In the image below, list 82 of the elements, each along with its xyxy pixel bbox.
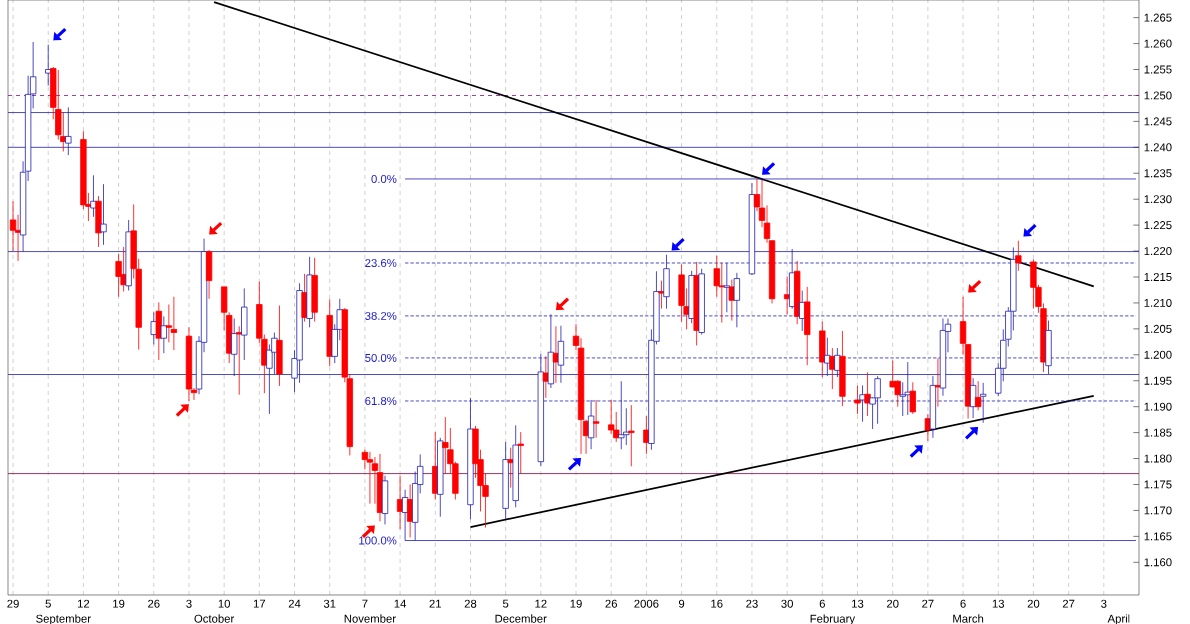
x-tick-label: 26 <box>605 599 618 608</box>
x-tick-label: 28 <box>464 599 477 608</box>
candlestick <box>592 399 600 439</box>
x-tick-label: 9 <box>678 599 685 608</box>
y-tick-label: 1.220 <box>1144 247 1172 256</box>
candlestick <box>854 385 861 415</box>
x-tick-label: 21 <box>429 599 442 608</box>
x-tick-label: 20 <box>1027 599 1040 608</box>
x-tick-label: 31 <box>323 599 336 608</box>
x-tick-label: 30 <box>781 599 793 608</box>
annotation: 38.2% <box>365 311 397 320</box>
candlestick <box>160 316 167 354</box>
y-tick-label: 1.195 <box>1144 376 1172 385</box>
x-tick-label: 13 <box>992 599 1005 608</box>
candlestick <box>974 380 982 411</box>
x-tick-label: 6 <box>819 599 825 608</box>
y-tick-label: 1.165 <box>1144 532 1172 541</box>
x-tick-label: 2006 <box>634 599 659 608</box>
x-tick-label: 5 <box>45 599 51 608</box>
y-tick-label: 1.185 <box>1144 428 1172 437</box>
x-tick-label: 3 <box>186 599 192 608</box>
candlestick <box>934 358 942 408</box>
x-tick-label: 19 <box>570 599 582 608</box>
candlestick <box>236 325 243 396</box>
annotation: 23.6% <box>365 258 397 267</box>
x-tick-label: 5 <box>502 599 509 608</box>
x2-tick-label: December <box>495 614 547 623</box>
candlestick <box>658 280 665 310</box>
x-tick-label: 19 <box>113 599 125 608</box>
y-tick-label: 1.250 <box>1144 91 1172 100</box>
y-tick-label: 1.190 <box>1144 402 1172 411</box>
candlestick <box>628 404 635 467</box>
candlestick <box>231 318 238 377</box>
y-tick-label: 1.245 <box>1144 117 1172 126</box>
x-tick-label: 17 <box>253 599 266 608</box>
x-tick-label: 7 <box>362 599 368 608</box>
y-tick-label: 1.210 <box>1144 298 1172 307</box>
annotation: 50.0% <box>365 353 397 362</box>
candlestick <box>864 372 871 417</box>
y-tick-label: 1.175 <box>1144 480 1172 489</box>
x-tick-label: 24 <box>288 599 301 608</box>
x-tick-label: 3 <box>1101 599 1107 608</box>
y-tick-label: 1.260 <box>1144 39 1172 48</box>
candlestick <box>1015 240 1022 272</box>
x2-tick-label: September <box>36 614 91 624</box>
x-tick-label: 27 <box>1062 599 1075 608</box>
annotation: 0.0% <box>371 174 397 183</box>
x2-tick-label: March <box>953 614 984 623</box>
y-tick-label: 1.205 <box>1144 324 1172 333</box>
x-tick-label: 12 <box>77 599 90 608</box>
y-tick-label: 1.200 <box>1144 350 1172 359</box>
x-tick-label: 20 <box>886 599 899 608</box>
x2-tick-label: October <box>194 614 235 623</box>
annotation: 100.0% <box>359 536 397 545</box>
candlestick <box>45 44 52 86</box>
x-tick-label: 12 <box>535 599 547 608</box>
y-tick-label: 1.170 <box>1144 506 1172 515</box>
y-tick-label: 1.160 <box>1144 558 1172 567</box>
y-tick-label: 1.180 <box>1144 454 1172 463</box>
y-tick-label: 1.235 <box>1144 169 1172 178</box>
annotation: 61.8% <box>365 396 397 405</box>
x2-tick-label: February <box>810 614 856 624</box>
x-tick-label: 6 <box>960 599 966 608</box>
x-tick-label: 13 <box>852 599 864 608</box>
x-tick-label: 27 <box>922 599 934 608</box>
y-tick-label: 1.255 <box>1144 65 1172 74</box>
x-tick-label: 26 <box>148 599 160 608</box>
candlestick <box>517 431 524 474</box>
y-tick-label: 1.215 <box>1144 272 1172 281</box>
x-tick-label: 10 <box>218 599 231 608</box>
candlestick <box>65 106 72 156</box>
x-tick-label: 16 <box>711 599 723 608</box>
x2-tick-label: November <box>344 614 396 623</box>
y-tick-label: 1.240 <box>1144 143 1172 152</box>
x-tick-label: 14 <box>394 599 407 608</box>
x-tick-label: 23 <box>746 599 758 608</box>
x-tick-label: 29 <box>7 599 19 608</box>
candlestick <box>909 381 916 415</box>
x2-tick-label: April <box>1107 614 1130 624</box>
y-tick-label: 1.265 <box>1144 13 1172 22</box>
y-tick-label: 1.230 <box>1144 195 1172 204</box>
y-tick-label: 1.225 <box>1144 221 1172 230</box>
